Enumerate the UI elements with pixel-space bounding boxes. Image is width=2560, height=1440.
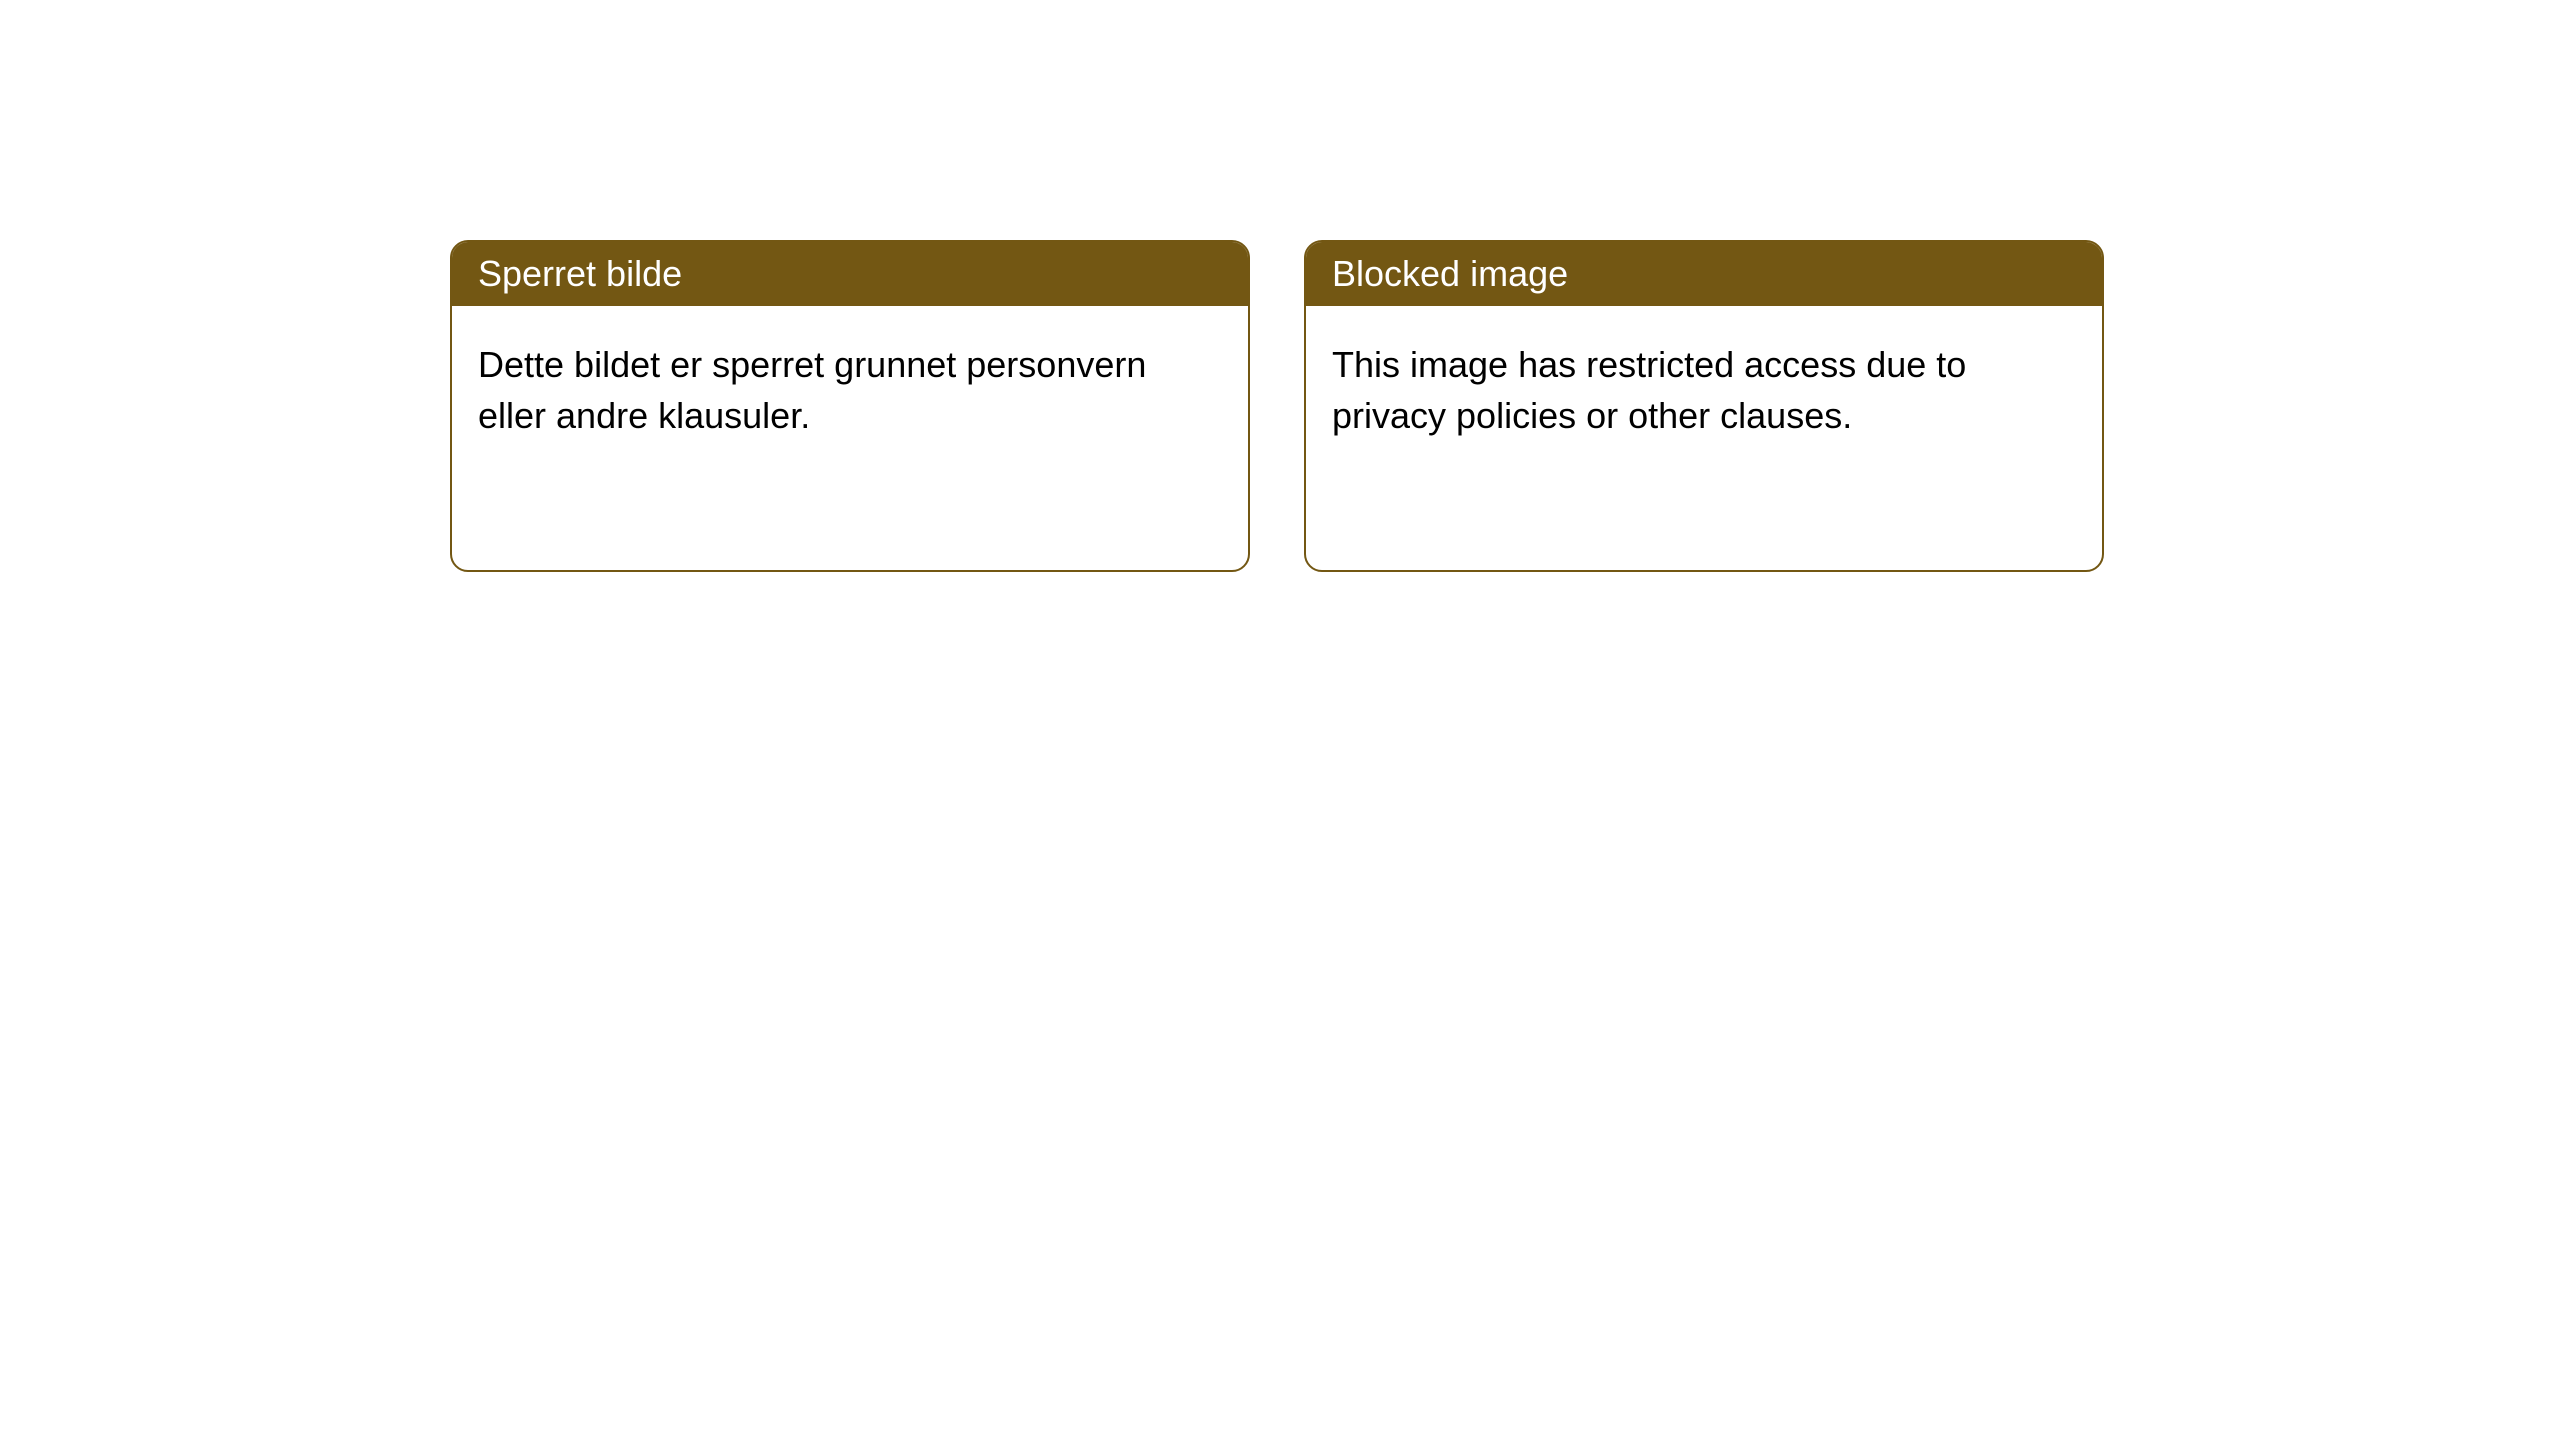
notice-card-body: This image has restricted access due to … <box>1306 306 2102 474</box>
notice-cards-row: Sperret bilde Dette bildet er sperret gr… <box>450 240 2104 572</box>
notice-card-title: Sperret bilde <box>452 242 1248 306</box>
notice-card-norwegian: Sperret bilde Dette bildet er sperret gr… <box>450 240 1250 572</box>
notice-card-body: Dette bildet er sperret grunnet personve… <box>452 306 1248 474</box>
notice-card-english: Blocked image This image has restricted … <box>1304 240 2104 572</box>
notice-card-title: Blocked image <box>1306 242 2102 306</box>
